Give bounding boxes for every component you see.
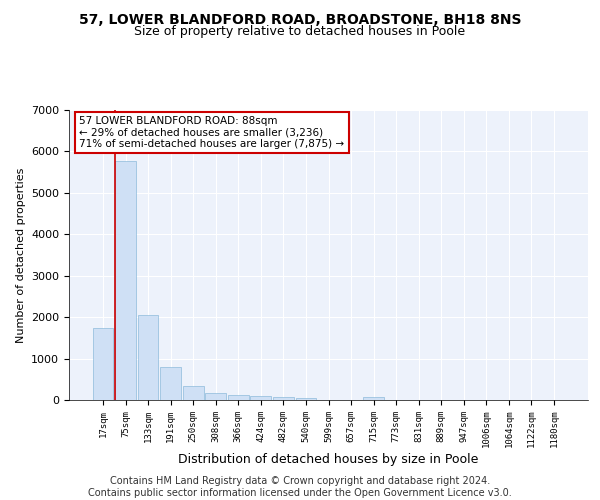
Bar (92, 328, 113, 400)
X-axis label: Distribution of detached houses by size in Poole: Distribution of detached houses by size … (178, 453, 479, 466)
Text: Contains HM Land Registry data © Crown copyright and database right 2024.
Contai: Contains HM Land Registry data © Crown c… (88, 476, 512, 498)
Bar (205, 392, 226, 400)
Text: Size of property relative to detached houses in Poole: Size of property relative to detached ho… (134, 25, 466, 38)
Bar (250, 396, 271, 400)
Y-axis label: Number of detached properties: Number of detached properties (16, 168, 26, 342)
Bar (363, 398, 384, 400)
Bar (183, 386, 203, 400)
Bar (115, 160, 136, 400)
Bar (228, 395, 248, 400)
Bar (273, 397, 294, 400)
Text: 57 LOWER BLANDFORD ROAD: 88sqm
← 29% of detached houses are smaller (3,236)
71% : 57 LOWER BLANDFORD ROAD: 88sqm ← 29% of … (79, 116, 344, 149)
Bar (137, 315, 158, 400)
Text: 57, LOWER BLANDFORD ROAD, BROADSTONE, BH18 8NS: 57, LOWER BLANDFORD ROAD, BROADSTONE, BH… (79, 12, 521, 26)
Bar (160, 367, 181, 400)
Bar (296, 398, 316, 400)
